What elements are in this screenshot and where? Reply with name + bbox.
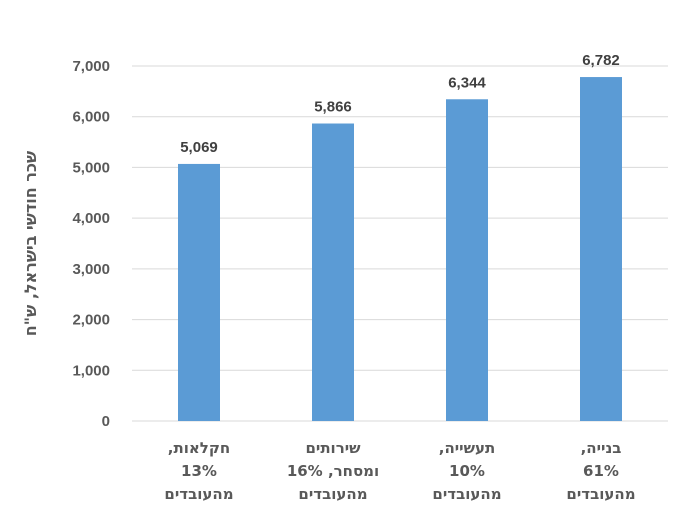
category-label: 61% [583, 462, 619, 480]
category-label: תעשייה, [439, 439, 495, 457]
category-label: בנייה, [581, 439, 622, 457]
category-label: 10% [449, 462, 485, 480]
data-label: 6,344 [448, 74, 486, 91]
y-tick-label: 6,000 [72, 109, 110, 126]
bar [312, 123, 354, 421]
y-axis-ticks: 0 1,000 2,000 3,000 4,000 5,000 6,000 7,000 [72, 58, 110, 430]
y-tick-label: 2,000 [72, 312, 110, 329]
y-tick-label: 5,000 [72, 159, 110, 176]
bars [178, 77, 622, 422]
data-labels: 5,069 5,866 6,344 6,782 [180, 52, 620, 156]
category-label: חקלאות, [168, 439, 230, 457]
y-tick-label: 1,000 [72, 362, 110, 379]
y-tick-label: 0 [102, 413, 110, 430]
bar [446, 99, 488, 422]
data-label: 6,782 [582, 52, 620, 69]
category-label: מהעובדים [298, 485, 367, 503]
category-label: ומסחר, 16% [287, 462, 379, 480]
bar [580, 77, 622, 421]
y-axis-title: שכר חודשי בישראל, ש"ח [21, 151, 40, 336]
y-tick-label: 7,000 [72, 58, 110, 75]
category-label: 13% [181, 462, 217, 480]
category-label: מהעובדים [566, 485, 635, 503]
y-tick-label: 3,000 [72, 261, 110, 278]
gridlines [132, 65, 668, 422]
y-tick-label: 4,000 [72, 210, 110, 227]
bar [178, 163, 220, 421]
data-label: 5,069 [180, 139, 218, 156]
category-label: מהעובדים [432, 485, 501, 503]
x-axis-categories: חקלאות, 13% מהעובדים שירותים ומסחר, 16% מהעוב… [164, 439, 635, 503]
data-label: 5,866 [314, 99, 352, 116]
category-label: מהעובדים [164, 485, 233, 503]
category-label: שירותים [305, 439, 361, 457]
